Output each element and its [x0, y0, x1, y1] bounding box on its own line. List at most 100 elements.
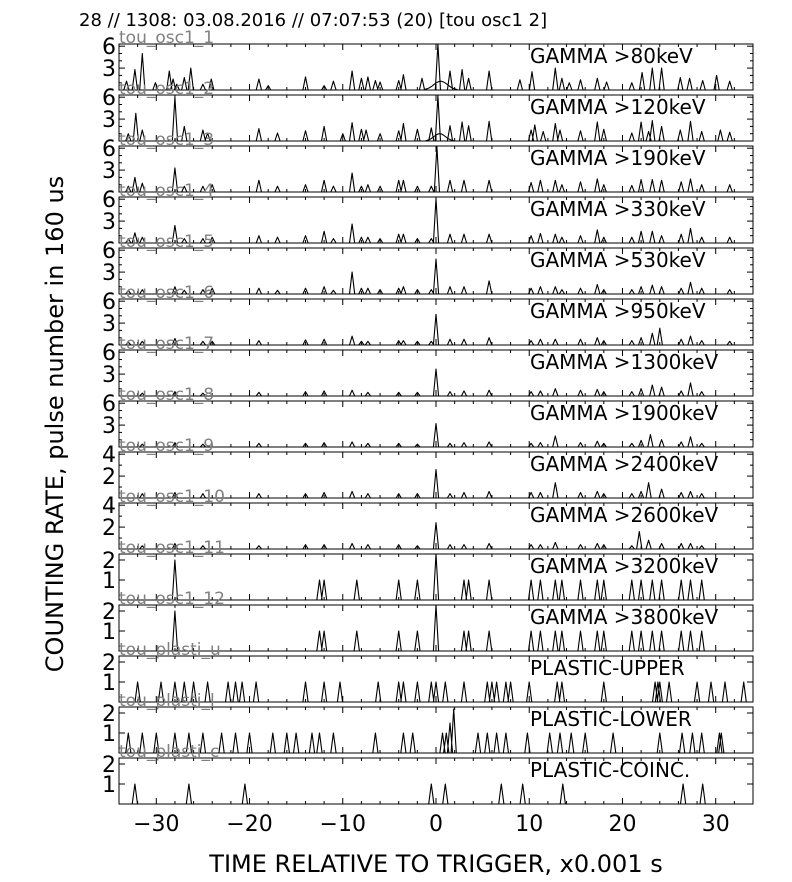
panel-name: tou_osc1_12	[119, 589, 225, 609]
y-tick-label: 2	[102, 702, 116, 727]
panel-tou_plasti_u: 12 PLASTIC-UPPER tou_plasti_u	[102, 640, 754, 703]
panel-tou_osc1_11: 12 GAMMA >3200keV tou_osc1_11	[102, 538, 754, 601]
y-tick-label: 6	[102, 188, 116, 213]
panel-name: tou_osc1_4	[119, 181, 214, 201]
y-tick-label: 4	[102, 443, 116, 468]
y-tick-label: 6	[102, 341, 116, 366]
panel-name: tou_osc1_1	[119, 28, 214, 48]
y-tick-label: 3	[102, 57, 116, 82]
series-line	[119, 258, 753, 295]
panel-label: GAMMA >80keV	[530, 44, 693, 68]
y-tick-label: 2	[102, 600, 116, 625]
panel-label: GAMMA >190keV	[530, 146, 706, 170]
y-tick-label: 3	[102, 414, 116, 439]
y-tick-label: 2	[102, 465, 116, 490]
y-tick-label: 6	[102, 137, 116, 162]
panel-name: tou_osc1_10	[119, 487, 225, 507]
panel-label: GAMMA >1900keV	[530, 401, 719, 425]
x-tick-label: 10	[515, 812, 543, 837]
series-line	[119, 553, 753, 601]
panel-tou_osc1_6: 36 GAMMA >950keV tou_osc1_6	[102, 283, 754, 346]
y-tick-label: 6	[102, 239, 116, 264]
y-tick-label: 1	[102, 773, 116, 798]
y-tick-label: 2	[102, 753, 116, 778]
y-tick-label: 6	[102, 392, 116, 417]
y-tick-label: 3	[102, 312, 116, 337]
chart-title: 28 // 1308: 03.08.2016 // 07:07:53 (20) …	[79, 10, 547, 31]
y-tick-label: 4	[102, 494, 116, 519]
series-line	[119, 681, 753, 703]
panel-tou_osc1_2: 36 GAMMA >120keV tou_osc1_2	[102, 79, 754, 142]
series-line	[119, 783, 753, 805]
x-tick-label: −10	[320, 812, 366, 837]
panel-tou_osc1_10: 24 GAMMA >2600keV tou_osc1_10	[102, 487, 754, 550]
y-tick-label: 3	[102, 108, 116, 133]
panel-label: PLASTIC-UPPER	[530, 656, 685, 680]
panel-label: PLASTIC-COINC.	[530, 758, 690, 782]
panel-tou_plasti_c: 12 PLASTIC-COINC. tou_plasti_c	[102, 742, 754, 805]
series-line	[119, 708, 753, 754]
y-tick-label: 1	[102, 671, 116, 696]
series-line	[119, 368, 753, 397]
panel-label: GAMMA >2600keV	[530, 503, 719, 527]
y-tick-label: 6	[102, 35, 116, 60]
panel-label: GAMMA >3200keV	[530, 554, 719, 578]
panel-tou_plasti_l: 12 PLASTIC-LOWER tou_plasti_l	[102, 691, 754, 754]
panel-tou_osc1_4: 36 GAMMA >330keV tou_osc1_4	[102, 181, 754, 244]
panel-name: tou_osc1_11	[119, 538, 225, 558]
y-tick-label: 1	[102, 722, 116, 747]
panel-label: GAMMA >530keV	[530, 248, 706, 272]
panel-name: tou_osc1_2	[119, 79, 214, 99]
panel-name: tou_osc1_9	[119, 436, 214, 456]
panel-label: GAMMA >1300keV	[530, 350, 719, 374]
y-axis-label: COUNTING RATE, pulse number in 160 us	[41, 176, 69, 672]
panel-name: tou_plasti_c	[119, 742, 219, 762]
panel-name: tou_plasti_u	[119, 640, 221, 660]
panel-tou_osc1_1: 36 GAMMA >80keV tou_osc1_1	[102, 28, 754, 91]
y-tick-label: 3	[102, 210, 116, 235]
panel-label: PLASTIC-LOWER	[530, 707, 692, 731]
panel-label: GAMMA >2400keV	[530, 452, 719, 476]
panel-name: tou_plasti_l	[119, 691, 215, 711]
panel-tou_osc1_9: 24 GAMMA >2400keV tou_osc1_9	[102, 436, 754, 499]
series-line	[119, 423, 753, 448]
series-hump	[423, 80, 458, 91]
y-tick-label: 6	[102, 290, 116, 315]
panel-tou_osc1_5: 36 GAMMA >530keV tou_osc1_5	[102, 232, 754, 295]
y-tick-label: 2	[102, 651, 116, 676]
series-hump	[425, 133, 454, 142]
panel-name: tou_osc1_3	[119, 130, 214, 150]
x-tick-label: 30	[702, 812, 730, 837]
x-tick-label: −20	[226, 812, 272, 837]
y-tick-label: 1	[102, 569, 116, 594]
panel-label: GAMMA >3800keV	[530, 605, 719, 629]
series-line	[119, 197, 753, 244]
panel-name: tou_osc1_5	[119, 232, 214, 252]
panel-tou_osc1_3: 36 GAMMA >190keV tou_osc1_3	[102, 130, 754, 193]
series-line	[119, 313, 753, 346]
x-axis-label: TIME RELATIVE TO TRIGGER, x0.001 s	[208, 850, 662, 878]
series-line	[119, 522, 753, 550]
y-tick-label: 6	[102, 86, 116, 111]
panel-name: tou_osc1_7	[119, 334, 214, 354]
panel-tou_osc1_7: 36 GAMMA >1300keV tou_osc1_7	[102, 334, 754, 397]
panel-tou_osc1_12: 12 GAMMA >3800keV tou_osc1_12	[102, 589, 754, 652]
panel-name: tou_osc1_6	[119, 283, 214, 303]
x-tick-label: 20	[608, 812, 636, 837]
y-tick-label: 2	[102, 516, 116, 541]
series-line	[119, 43, 753, 91]
series-line	[119, 604, 753, 652]
y-tick-label: 3	[102, 363, 116, 388]
x-tick-label: −30	[133, 812, 179, 837]
x-tick-label: 0	[429, 812, 443, 837]
panel-label: GAMMA >330keV	[530, 197, 706, 221]
series-line	[119, 95, 753, 142]
y-tick-label: 2	[102, 549, 116, 574]
y-tick-label: 3	[102, 159, 116, 184]
y-tick-label: 3	[102, 261, 116, 286]
panel-tou_osc1_8: 36 GAMMA >1900keV tou_osc1_8	[102, 385, 754, 448]
y-tick-label: 1	[102, 620, 116, 645]
panel-name: tou_osc1_8	[119, 385, 214, 405]
